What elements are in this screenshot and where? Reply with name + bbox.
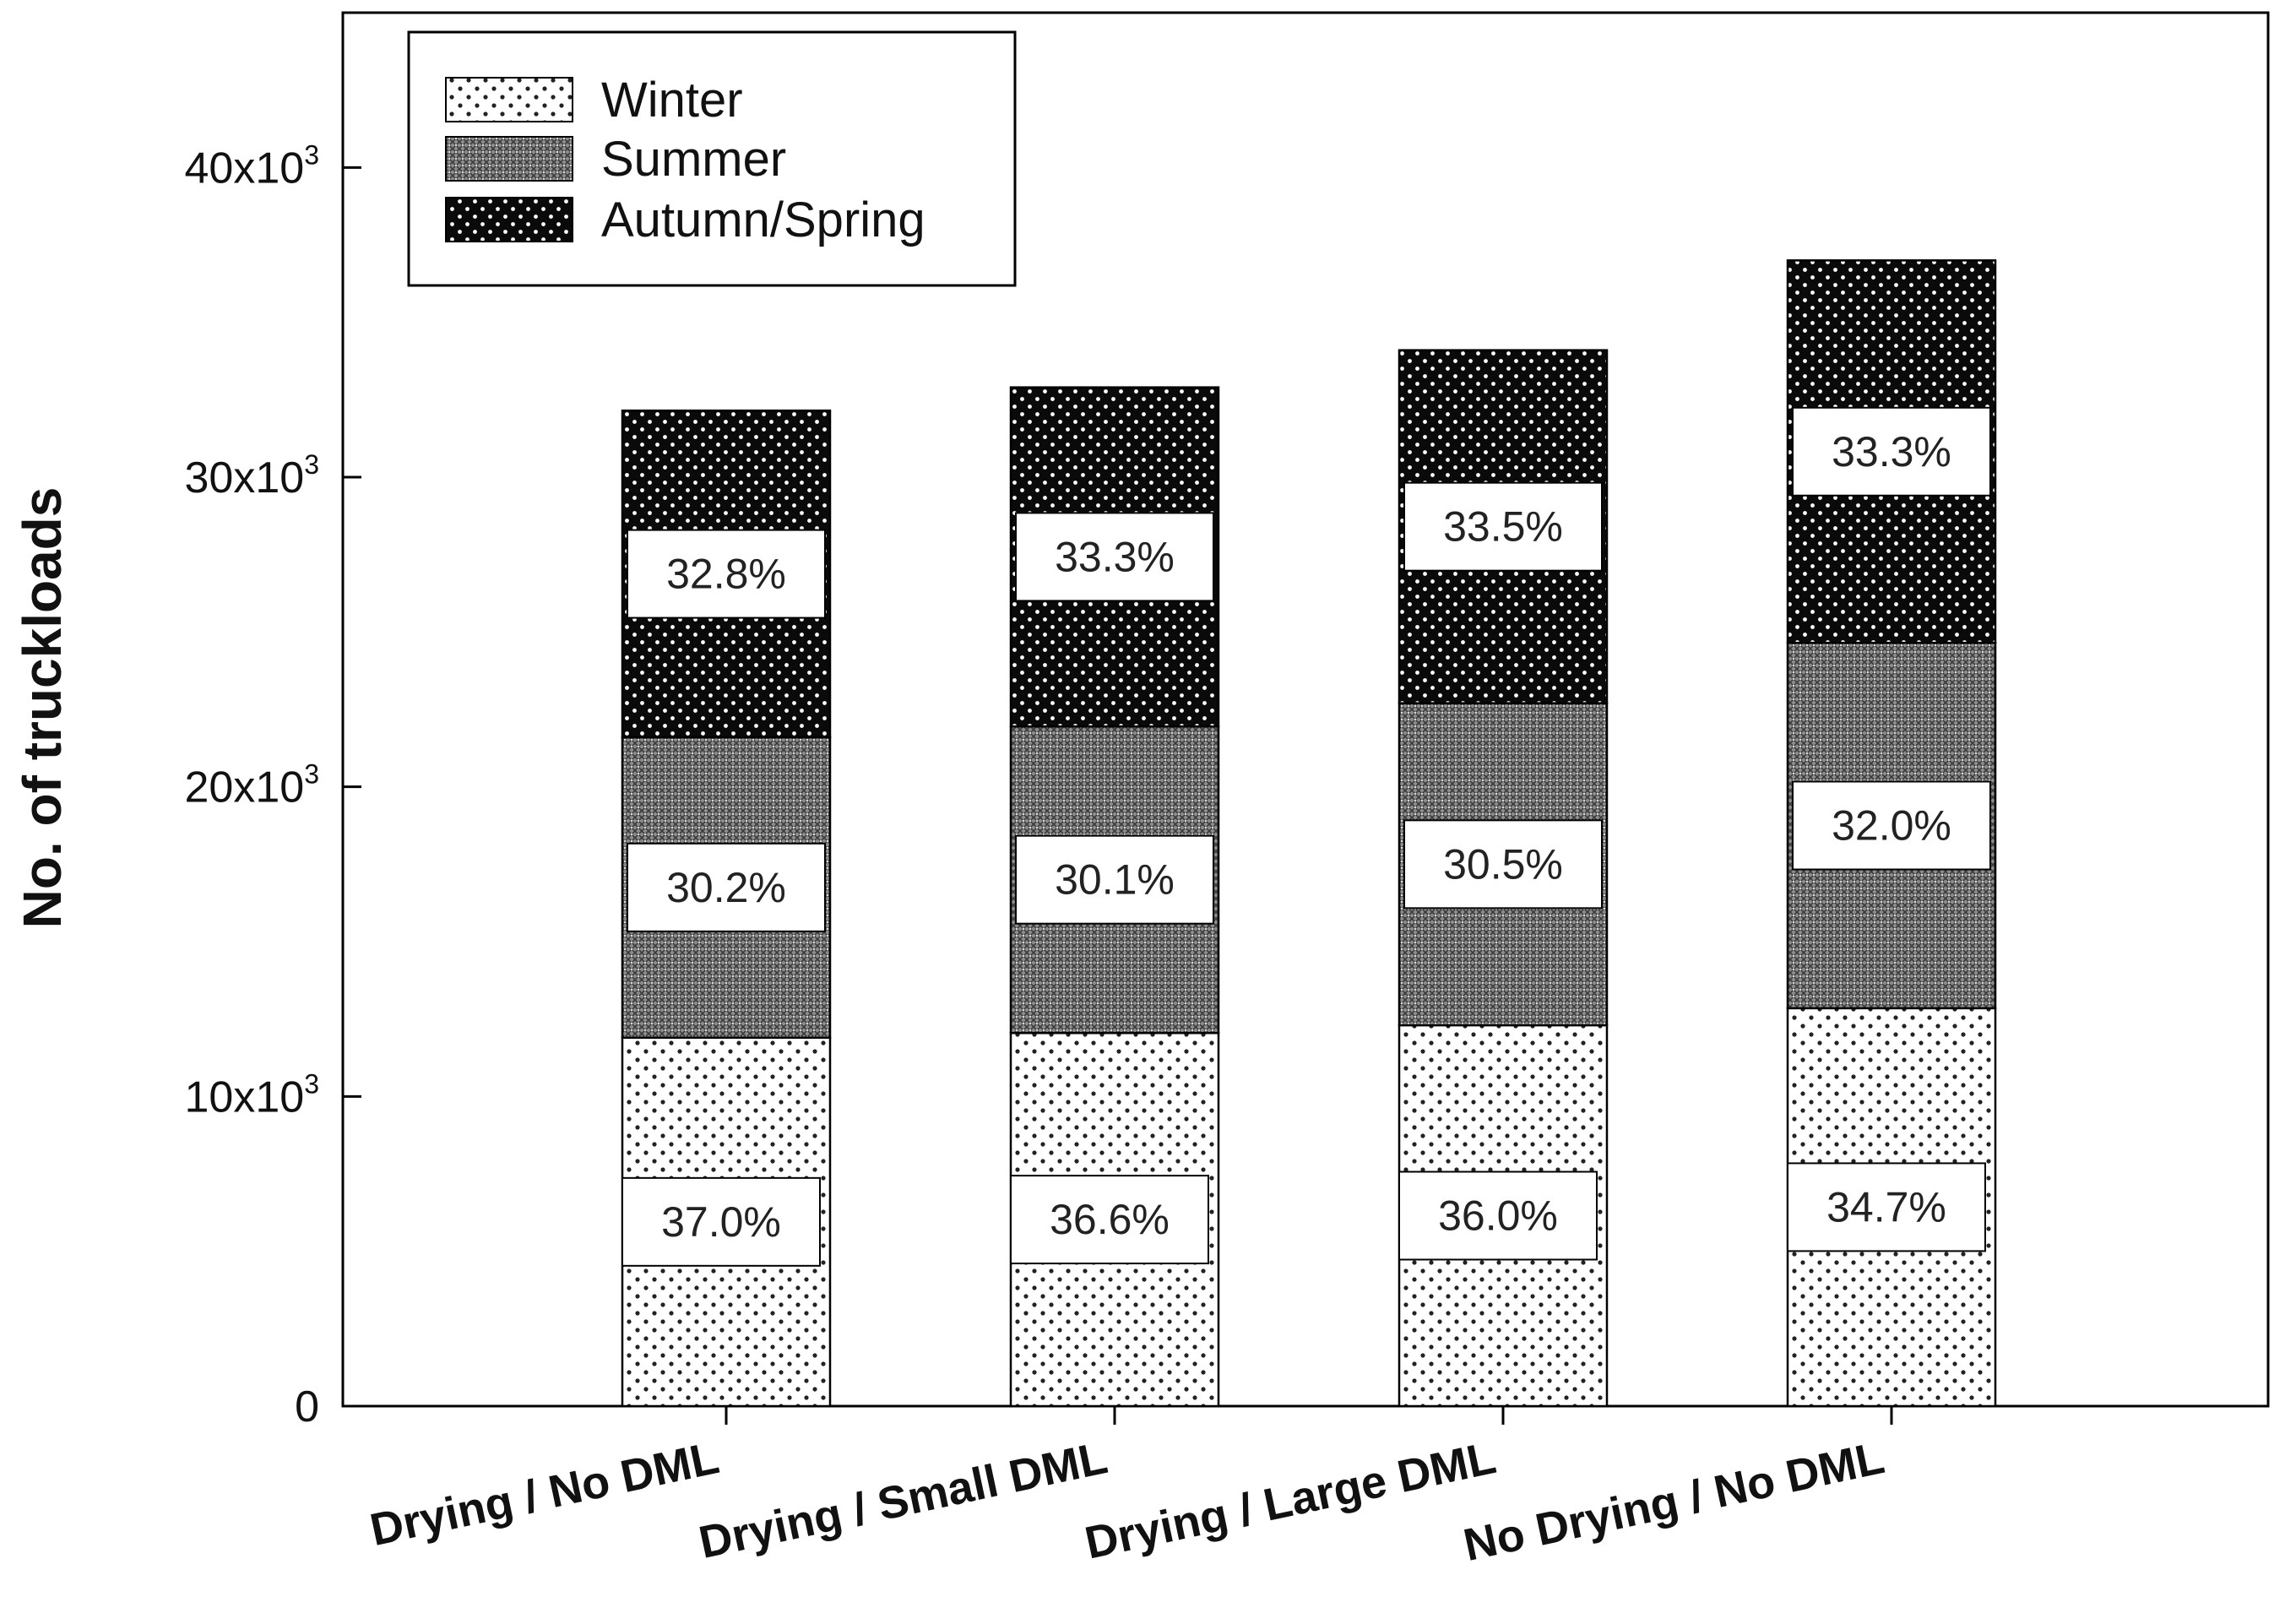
data-label-box: [1787, 1162, 1986, 1252]
y-tick-exponent: 3: [304, 1068, 319, 1099]
x-category-label: Drying / Large DML: [1081, 1432, 1501, 1569]
legend-label: Summer: [601, 132, 786, 187]
data-label-box: [1010, 1175, 1209, 1265]
data-label-box: [1015, 512, 1214, 602]
data-label-box: [1398, 1170, 1598, 1261]
legend-label: Winter: [601, 73, 743, 128]
y-tick-exponent: 3: [304, 449, 319, 480]
data-label-box: [1015, 834, 1214, 925]
data-label: 36.0%: [1438, 1192, 1558, 1240]
data-label: 33.5%: [1443, 503, 1563, 551]
y-axis-title: No. of truckloads: [12, 487, 73, 929]
data-label-box: [621, 1176, 821, 1267]
y-axis: 0 10x103 20x103 30x103 40x103: [185, 139, 361, 1431]
data-label: 36.6%: [1050, 1196, 1170, 1243]
data-label-box: [1792, 780, 1991, 871]
data-label-box: [627, 529, 826, 619]
legend-swatch: [445, 77, 573, 122]
data-label-box: [1403, 481, 1603, 572]
legend-swatch: [445, 197, 573, 242]
data-label-box: [1403, 819, 1603, 910]
y-tick-label: 40x103: [185, 139, 319, 193]
legend-label: Autumn/Spring: [601, 193, 925, 247]
data-label: 30.2%: [666, 864, 786, 911]
y-tick-label: 30x103: [185, 449, 319, 502]
data-label: 37.0%: [661, 1198, 781, 1246]
data-label: 32.0%: [1832, 802, 1951, 850]
data-label: 30.1%: [1055, 856, 1175, 904]
x-category-label: Drying / No DML: [366, 1432, 723, 1556]
x-category-label: No Drying / No DML: [1459, 1432, 1888, 1571]
data-label: 30.5%: [1443, 840, 1563, 888]
y-tick-exponent: 3: [304, 759, 319, 790]
data-label: 32.8%: [666, 551, 786, 598]
y-tick-exponent: 3: [304, 139, 319, 170]
bars-group: 37.0% 30.2% 32.8% 36.6% 30.1% 33.3% 36.0% 30.5%…: [621, 259, 1997, 1408]
x-category-label: Drying / Small DML: [695, 1432, 1112, 1568]
plot-frame: [341, 11, 2270, 1408]
data-label-box: [627, 842, 826, 932]
y-tick-label: 20x103: [185, 759, 319, 812]
data-label: 34.7%: [1826, 1183, 1946, 1230]
data-label: 33.3%: [1832, 428, 1951, 475]
data-label-box: [1792, 406, 1991, 497]
legend-swatch: [445, 136, 573, 182]
y-tick-label: 10x103: [185, 1068, 319, 1122]
data-label: 33.3%: [1055, 533, 1175, 580]
y-tick-label: 0: [295, 1382, 319, 1431]
